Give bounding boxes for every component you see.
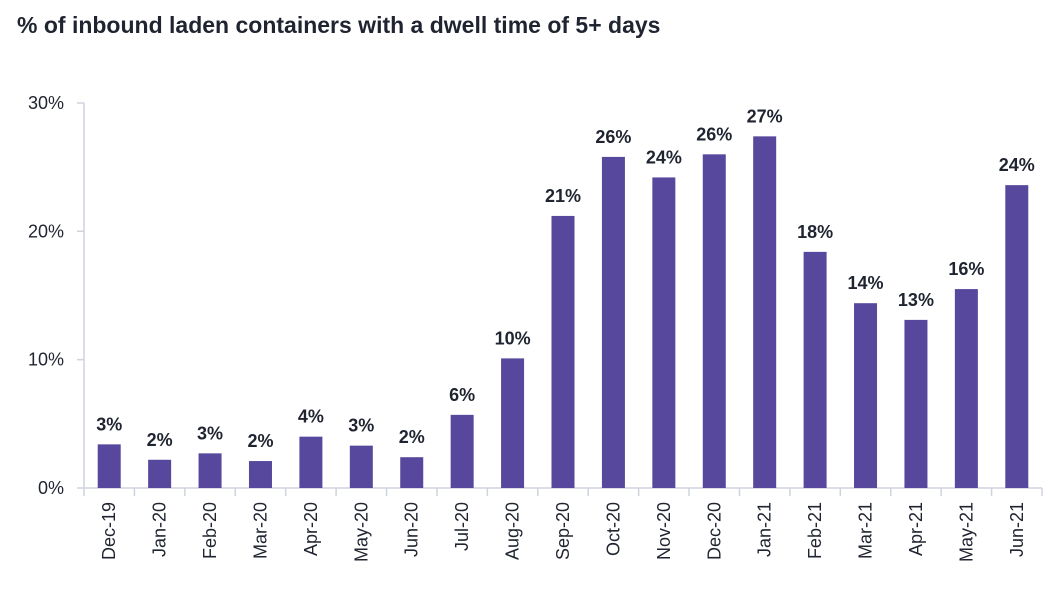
bar-jul-20 <box>450 414 474 488</box>
x-tick-label: May-20 <box>351 502 371 562</box>
x-tick-label: Jan-20 <box>150 502 170 557</box>
x-tick-label: Apr-20 <box>301 502 321 556</box>
data-label: 14% <box>848 273 884 293</box>
bar-may-21 <box>954 289 978 488</box>
y-tick-label: 30% <box>28 93 64 113</box>
data-label: 2% <box>147 430 173 450</box>
data-label: 26% <box>595 127 631 147</box>
y-tick-label: 0% <box>38 478 64 498</box>
data-label: 21% <box>545 186 581 206</box>
x-tick-label: Oct-20 <box>603 502 623 556</box>
data-label: 16% <box>948 259 984 279</box>
x-tick-label: Dec-20 <box>704 502 724 560</box>
y-axis: 0% 10% 20% 30% <box>28 93 85 498</box>
data-label: 24% <box>999 155 1035 175</box>
bar-may-20 <box>349 445 373 488</box>
bar-aug-20 <box>501 358 525 488</box>
bar-jan-21 <box>753 136 777 488</box>
bar-mar-20 <box>248 461 272 488</box>
data-label: 3% <box>348 416 374 436</box>
bar-apr-21 <box>904 319 928 488</box>
x-tick-label: Jul-20 <box>452 502 472 551</box>
x-tick-label: Mar-20 <box>250 502 270 559</box>
x-tick-label: Mar-21 <box>856 502 876 559</box>
bar-apr-20 <box>299 436 323 488</box>
x-tick-label: Jun-20 <box>402 502 422 557</box>
bar-nov-20 <box>652 177 676 488</box>
data-label: 18% <box>797 222 833 242</box>
data-label: 3% <box>96 414 122 434</box>
bar-jan-20 <box>148 459 172 488</box>
bar-dec-19 <box>97 444 121 488</box>
data-label: 6% <box>449 385 475 405</box>
x-tick-label: Jan-21 <box>755 502 775 557</box>
data-label: 3% <box>197 423 223 443</box>
data-labels: 3% 2% 3% 2% 4% 3% 2% 6% 10% 21% 26% 24% 26% 27% 18% 14%… <box>96 106 1035 451</box>
data-label: 2% <box>399 427 425 447</box>
data-label: 27% <box>747 106 783 126</box>
x-tick-label: Feb-20 <box>200 502 220 559</box>
bar-oct-20 <box>601 156 625 488</box>
x-tick-label: May-21 <box>956 502 976 562</box>
x-tick-label: Nov-20 <box>654 502 674 560</box>
x-tick-label: Feb-21 <box>805 502 825 559</box>
bars <box>97 136 1029 489</box>
bar-feb-20 <box>198 453 222 488</box>
x-axis: Dec-19 Jan-20 Feb-20 Mar-20 Apr-20 May-20 Jun-… <box>83 487 1043 562</box>
x-tick-label: Aug-20 <box>503 502 523 560</box>
y-tick-label: 20% <box>28 221 64 241</box>
data-label: 24% <box>646 147 682 167</box>
data-label: 26% <box>696 124 732 144</box>
bar-dec-20 <box>702 154 726 489</box>
data-label: 10% <box>495 328 531 348</box>
data-label: 13% <box>898 290 934 310</box>
x-tick-label: Sep-20 <box>553 502 573 560</box>
chart-title: % of inbound laden containers with a dwe… <box>17 12 661 38</box>
x-tick-label: Jun-21 <box>1007 502 1027 557</box>
bar-jun-21 <box>1005 185 1029 488</box>
bar-feb-21 <box>803 251 827 488</box>
bar-jun-20 <box>400 457 424 488</box>
data-label: 4% <box>298 407 324 427</box>
y-tick-label: 10% <box>28 350 64 370</box>
bar-sep-20 <box>551 215 575 488</box>
data-label: 2% <box>247 431 273 451</box>
bar-mar-21 <box>854 303 878 488</box>
x-tick-label: Apr-21 <box>906 502 926 556</box>
x-tick-label: Dec-19 <box>99 502 119 560</box>
